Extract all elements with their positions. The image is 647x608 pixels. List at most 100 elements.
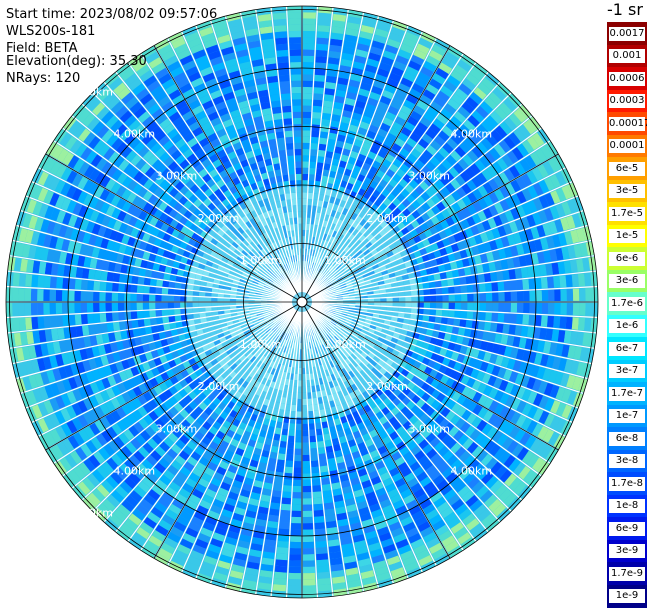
range-gate-cell [124,293,130,301]
range-gate-cell [211,302,217,306]
range-gate-cell [290,56,301,62]
range-gate-cell [274,478,283,485]
range-gate-cell [548,303,555,314]
range-gate-cell [309,423,315,430]
range-gate-cell [288,18,301,25]
range-gate-cell [292,492,301,498]
range-gate-cell [155,295,161,302]
range-gate-cell [566,317,573,329]
range-gate-cell [87,292,93,302]
range-gate-cell [303,542,314,548]
range-gate-cell [287,155,294,162]
range-gate-cell [303,486,311,492]
range-gate-cell [105,303,111,312]
range-gate-cell [302,399,307,405]
range-gate-cell [274,119,283,126]
range-gate-cell [319,453,327,460]
range-gate-cell [280,156,287,163]
range-gate-cell [323,107,332,114]
range-gate-cell [319,144,327,151]
range-gate-cell [269,509,279,516]
range-gate-cell [473,312,480,320]
range-gate-cell [327,145,335,152]
range-gate-cell [273,13,286,20]
range-gate-cell [303,567,315,574]
range-gate-cell [430,303,436,309]
range-gate-cell [303,31,315,38]
range-gate-cell [326,76,337,83]
range-gate-cell [100,271,107,281]
range-gate-cell [293,473,301,479]
range-gate-cell [478,321,485,330]
range-gate-cell [282,429,289,436]
range-gate-cell [316,44,328,51]
range-gate-cell [285,467,293,474]
range-gate-cell [297,205,301,211]
range-gate-cell [303,573,315,580]
range-gate-cell [174,289,181,295]
range-gate-cell [290,62,301,68]
range-gate-cell [82,268,89,278]
range-gate-cell [302,380,306,386]
range-gate-cell [303,93,312,99]
range-gate-cell [297,199,302,205]
range-gate-cell [56,316,63,327]
range-gate-cell [303,62,314,68]
range-gate-cell [455,303,461,310]
range-gate-cell [18,288,25,301]
range-gate-cell [460,311,467,319]
range-gate-cell [302,205,306,211]
range-gate-cell [100,282,107,291]
range-gate-cell [452,327,459,335]
range-gate-cell [294,130,302,136]
range-gate-cell [81,291,87,301]
range-gate-cell [106,313,113,322]
range-gate-cell [43,289,50,300]
range-gate-cell [288,579,301,586]
range-gate-cell [315,175,321,182]
range-gate-cell [292,87,302,93]
range-gate-cell [303,554,314,561]
range-gate-cell [288,436,295,443]
range-gate-cell [293,112,301,118]
range-gate-cell [149,287,156,294]
range-gate-cell [62,290,68,301]
range-gate-cell [440,325,447,332]
range-gate-cell [541,316,548,327]
range-gate-cell [25,274,32,287]
range-gate-cell [25,289,32,301]
range-gate-cell [268,139,276,146]
range-gate-cell [517,303,523,313]
range-gate-cell [312,473,320,480]
range-gate-cell [323,496,333,503]
range-gate-cell [31,317,38,329]
range-gate-cell [303,467,311,473]
range-gate-cell [310,149,317,156]
range-gate-cell [328,139,336,146]
range-gate-cell [314,81,324,88]
range-gate-cell [405,302,411,307]
range-gate-cell [399,307,406,312]
range-gate-cell [275,31,287,38]
range-gate-cell [298,211,302,217]
range-gate-cell [303,137,310,143]
range-gate-cell [145,270,152,278]
range-gate-cell [325,82,335,89]
range-gate-cell [290,186,295,193]
range-gate-cell [325,157,332,164]
range-gate-cell [313,498,322,505]
range-gate-cell [18,303,25,316]
range-gate-cell [290,50,301,57]
range-gate-cell [131,285,138,293]
range-gate-cell [322,113,331,120]
range-gate-cell [292,99,301,105]
range-gate-cell [277,138,285,145]
range-gate-cell [429,316,436,323]
range-gate-cell [278,144,286,151]
range-gate-cell [151,326,158,334]
range-gate-cell [186,302,192,307]
range-gate-cell [303,143,310,149]
range-gate-cell [277,459,285,466]
range-gate-cell [291,74,301,80]
range-gate-cell [291,81,301,87]
